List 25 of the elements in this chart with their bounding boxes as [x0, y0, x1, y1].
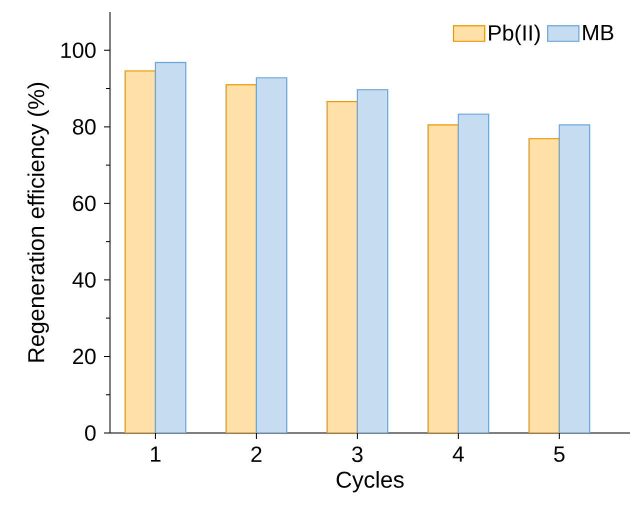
bar — [528, 138, 560, 433]
x-axis-title: Cycles — [336, 470, 404, 492]
y-tick-label: 80 — [72, 119, 96, 135]
x-tick-label: 4 — [452, 446, 464, 462]
bar — [558, 124, 590, 433]
y-tick-label: 40 — [72, 272, 96, 288]
y-tick-label: 100 — [61, 42, 96, 58]
x-tick-label: 3 — [352, 446, 363, 462]
bar — [226, 84, 258, 433]
y-axis-title: Regeneration efficiency (%) — [27, 82, 49, 362]
y-tick-label: 60 — [73, 196, 96, 212]
bar — [154, 62, 186, 433]
bar — [326, 100, 358, 433]
x-tick-label: 2 — [251, 446, 262, 462]
bar — [427, 124, 459, 433]
legend-label: MB — [583, 25, 614, 40]
x-tick-label: 5 — [554, 446, 565, 462]
bar — [458, 114, 490, 433]
y-tick-label: 20 — [73, 348, 96, 364]
x-tick-label: 1 — [150, 446, 160, 462]
legend-label: Pb(II) — [489, 24, 540, 46]
bar — [256, 77, 288, 433]
bar — [124, 70, 156, 433]
y-tick-label: 0 — [85, 425, 96, 441]
bar — [356, 89, 388, 433]
